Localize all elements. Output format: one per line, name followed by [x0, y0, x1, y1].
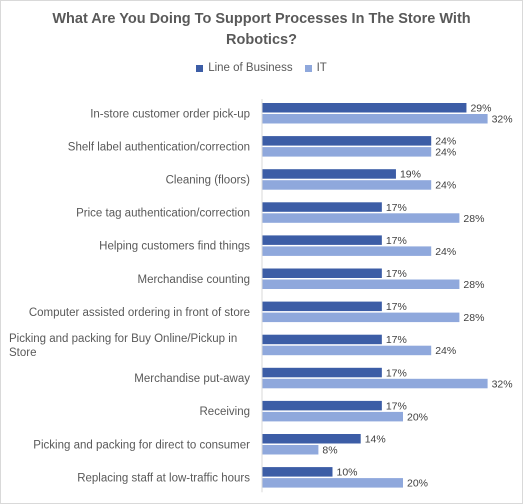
chart-title: What Are You Doing To Support Processes …: [52, 11, 471, 48]
value-label-line-of-business-receiving: 17%: [386, 400, 407, 412]
category-label-in-store-customer-order-pick-up: In-store customer order pick-up: [90, 108, 250, 120]
bar-it-merchandise-counting: [262, 279, 460, 289]
value-label-line-of-business-merchandise-counting: 17%: [386, 268, 407, 280]
value-label-it-helping-customers-find-things: 24%: [435, 246, 456, 258]
bar-line-of-business-replacing-staff-at-low-traffic-hours: [262, 467, 333, 477]
category-label-replacing-staff-at-low-traffic-hours: Replacing staff at low-traffic hours: [77, 472, 250, 484]
value-label-it-in-store-customer-order-pick-up: 32%: [492, 114, 513, 126]
bar-line-of-business-picking-and-packing-for-direct-to-consumer: [262, 434, 361, 444]
bar-it-shelf-label-authentication-correction: [262, 147, 432, 157]
bar-it-computer-assisted-ordering-in-front-of-store: [262, 312, 460, 323]
bar-line-of-business-helping-customers-find-things: [262, 235, 382, 245]
category-label-receiving: Receiving: [200, 406, 251, 418]
bar-it-receiving: [262, 411, 403, 422]
category-label-picking-and-packing-for-buy-online-pickup-in-store: Picking and packing for Buy Online/Picku…: [9, 333, 237, 359]
value-label-it-shelf-label-authentication-correction: 24%: [435, 147, 456, 159]
bar-it-cleaning-floors: [262, 180, 432, 190]
value-label-line-of-business-computer-assisted-ordering-in-front-of-store: 17%: [386, 301, 407, 313]
bar-line-of-business-in-store-customer-order-pick-up: [262, 103, 467, 113]
value-label-it-picking-and-packing-for-buy-online-pickup-in-store: 24%: [435, 345, 456, 357]
bar-line-of-business-computer-assisted-ordering-in-front-of-store: [262, 301, 382, 312]
bar-line-of-business-cleaning-floors: [262, 169, 396, 179]
category-label-picking-and-packing-for-direct-to-consumer: Picking and packing for direct to consum…: [33, 439, 250, 451]
value-label-it-merchandise-counting: 28%: [463, 279, 484, 291]
legend-label-line-of-business: Line of Business: [208, 62, 293, 74]
bar-line-of-business-receiving: [262, 400, 382, 411]
bar-it-price-tag-authentication-correction: [262, 213, 460, 223]
value-label-it-cleaning-floors: 24%: [435, 180, 456, 192]
bar-it-in-store-customer-order-pick-up: [262, 114, 488, 124]
value-label-it-merchandise-put-away: 32%: [492, 378, 513, 390]
legend-item-line-of-business: Line of Business: [196, 62, 293, 74]
value-label-line-of-business-helping-customers-find-things: 17%: [386, 235, 407, 247]
value-label-it-price-tag-authentication-correction: 28%: [463, 213, 484, 225]
bar-it-picking-and-packing-for-direct-to-consumer: [262, 445, 319, 455]
category-label-price-tag-authentication-correction: Price tag authentication/correction: [76, 208, 250, 220]
legend-swatch-line-of-business: [196, 64, 204, 72]
legend-swatch-it: [304, 64, 312, 72]
bar-line-of-business-merchandise-counting: [262, 268, 382, 278]
legend: Line of Business IT: [0, 62, 523, 74]
value-label-line-of-business-picking-and-packing-for-buy-online-pickup-in-store: 17%: [386, 334, 407, 346]
category-label-helping-customers-find-things: Helping customers find things: [99, 241, 250, 253]
legend-label-it: IT: [316, 62, 327, 74]
category-label-computer-assisted-ordering-in-front-of-store: Computer assisted ordering in front of s…: [29, 307, 250, 319]
legend-item-it: IT: [304, 62, 327, 74]
bar-it-replacing-staff-at-low-traffic-hours: [262, 478, 403, 488]
value-label-line-of-business-picking-and-packing-for-direct-to-consumer: 14%: [365, 434, 386, 446]
value-label-it-picking-and-packing-for-direct-to-consumer: 8%: [322, 445, 337, 457]
category-label-shelf-label-authentication-correction: Shelf label authentication/correction: [68, 141, 250, 153]
bar-line-of-business-price-tag-authentication-correction: [262, 202, 382, 212]
category-label-cleaning-floors: Cleaning (floors): [166, 174, 251, 186]
category-label-merchandise-counting: Merchandise counting: [137, 274, 250, 286]
value-label-line-of-business-merchandise-put-away: 17%: [386, 367, 407, 379]
value-label-it-computer-assisted-ordering-in-front-of-store: 28%: [463, 312, 484, 324]
value-label-line-of-business-in-store-customer-order-pick-up: 29%: [470, 103, 491, 115]
bar-it-merchandise-put-away: [262, 378, 488, 389]
bar-line-of-business-picking-and-packing-for-buy-online-pickup-in-store: [262, 334, 382, 345]
category-label-merchandise-put-away: Merchandise put-away: [134, 373, 250, 385]
bar-line-of-business-shelf-label-authentication-correction: [262, 136, 432, 146]
value-label-line-of-business-price-tag-authentication-correction: 17%: [386, 202, 407, 214]
value-label-line-of-business-replacing-staff-at-low-traffic-hours: 10%: [337, 467, 358, 479]
bar-it-picking-and-packing-for-buy-online-pickup-in-store: [262, 345, 432, 356]
value-label-line-of-business-shelf-label-authentication-correction: 24%: [435, 136, 456, 148]
bar-line-of-business-merchandise-put-away: [262, 367, 382, 378]
value-label-it-receiving: 20%: [407, 411, 428, 423]
value-label-line-of-business-cleaning-floors: 19%: [400, 169, 421, 181]
value-label-it-replacing-staff-at-low-traffic-hours: 20%: [407, 478, 428, 490]
bar-it-helping-customers-find-things: [262, 246, 432, 256]
